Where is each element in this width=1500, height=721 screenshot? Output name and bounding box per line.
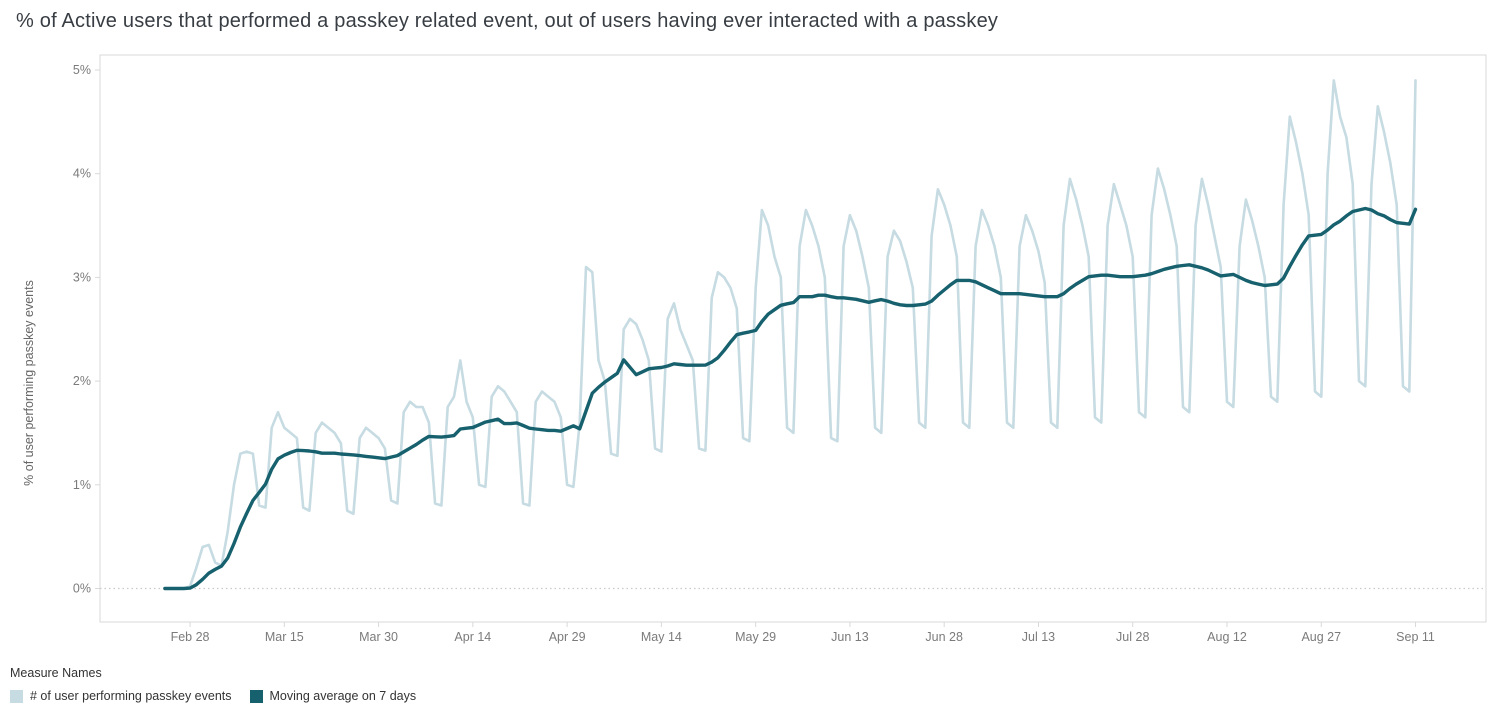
y-tick-label: 5%	[73, 63, 91, 77]
legend-items: # of user performing passkey events Movi…	[10, 689, 416, 703]
x-tick-label: May 14	[641, 630, 682, 644]
daily-series-line[interactable]	[163, 79, 1417, 590]
x-tick-label: Aug 12	[1207, 630, 1247, 644]
y-tick-label: 2%	[73, 374, 91, 388]
x-tick-label: Aug 27	[1301, 630, 1341, 644]
legend-label-moving-average: Moving average on 7 days	[269, 689, 417, 703]
x-tick-label: Mar 15	[265, 630, 304, 644]
y-tick-label: 1%	[73, 478, 91, 492]
legend-title: Measure Names	[10, 666, 102, 680]
x-tick-label: Apr 14	[454, 630, 491, 644]
y-tick-label: 3%	[73, 270, 91, 284]
moving-average-line[interactable]	[163, 206, 1418, 591]
y-axis-title: % of user performing passkey events	[22, 280, 36, 486]
x-tick-label: Mar 30	[359, 630, 398, 644]
chart-title: % of Active users that performed a passk…	[16, 10, 999, 32]
chart-canvas[interactable]: 0% 1% 2% 3% 4% 5% Feb 28 Mar 15 Mar 30 Apr 14 Apr …	[0, 45, 1500, 660]
legend-label-daily-series: # of user performing passkey events	[30, 689, 232, 703]
x-tick-label: Jul 13	[1022, 630, 1055, 644]
x-tick-label: Feb 28	[171, 630, 210, 644]
legend-swatch-moving-average	[249, 689, 263, 703]
y-tick-label: 0%	[73, 582, 91, 596]
y-tick-label: 4%	[73, 167, 91, 181]
x-tick-label: Jun 28	[925, 630, 963, 644]
x-tick-label: May 29	[735, 630, 776, 644]
legend-item-moving-average[interactable]: Moving average on 7 days	[249, 689, 417, 703]
plot-border	[99, 54, 1487, 623]
legend-swatch-daily-series	[10, 689, 23, 703]
x-tick-label: Jun 13	[831, 630, 869, 644]
x-tick-label: Sep 11	[1396, 630, 1435, 644]
legend-item-daily-series[interactable]: # of user performing passkey events	[10, 689, 232, 703]
legend: Measure Names # of user performing passk…	[10, 666, 416, 703]
chart-region: 0% 1% 2% 3% 4% 5% Feb 28 Mar 15 Mar 30 Apr 14 Apr …	[0, 45, 1500, 660]
x-tick-label: Jul 28	[1116, 630, 1149, 644]
x-tick-label: Apr 29	[549, 630, 586, 644]
